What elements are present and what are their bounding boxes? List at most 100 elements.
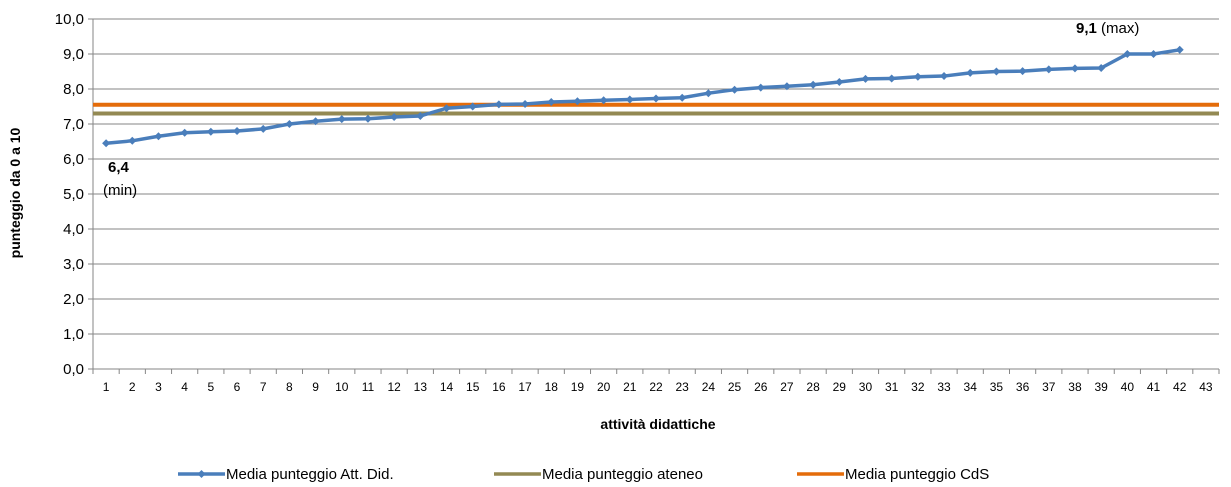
x-tick-label: 7: [260, 380, 267, 394]
data-point: [102, 139, 111, 148]
x-tick-label: 9: [312, 380, 319, 394]
x-tick-label: 8: [286, 380, 293, 394]
x-tick-label: 42: [1173, 380, 1187, 394]
x-tick-label: 23: [676, 380, 690, 394]
x-tick-label: 27: [780, 380, 794, 394]
x-tick-label: 28: [806, 380, 820, 394]
x-tick-label: 25: [728, 380, 742, 394]
data-point: [468, 102, 477, 111]
x-tick-label: 14: [440, 380, 454, 394]
x-tick-label: 6: [234, 380, 241, 394]
data-point: [887, 74, 896, 83]
x-tick-label: 15: [466, 380, 480, 394]
x-tick-label: 34: [964, 380, 978, 394]
y-tick-label: 3,0: [63, 256, 84, 273]
y-tick-labels: 0,0 1,0 2,0 3,0 4,0 5,0 6,0 7,0 8,0 9,0 10,0: [55, 11, 84, 378]
data-point: [521, 100, 530, 109]
x-tick-label: 21: [623, 380, 637, 394]
x-tick-label: 5: [207, 380, 214, 394]
x-tick-label: 18: [545, 380, 559, 394]
y-tick-label: 5,0: [63, 186, 84, 203]
x-tick-label: 3: [155, 380, 162, 394]
data-point: [1149, 50, 1158, 58]
data-point: [1097, 64, 1106, 72]
data-point: [311, 117, 320, 126]
data-point: [285, 120, 294, 128]
annotation-min-label: (min): [103, 182, 137, 199]
legend-label-cds: Media punteggio CdS: [845, 466, 989, 483]
x-tick-label: 4: [181, 380, 188, 394]
x-tick-label: 26: [754, 380, 768, 394]
y-tick-label: 1,0: [63, 326, 84, 343]
data-point: [128, 136, 137, 145]
x-tick-label: 12: [387, 380, 401, 394]
x-tick-label: 35: [990, 380, 1004, 394]
axes: [88, 18, 1220, 374]
x-tick-label: 32: [911, 380, 925, 394]
x-tick-label: 1: [103, 380, 110, 394]
x-tick-label: 19: [571, 380, 585, 394]
data-point: [913, 72, 922, 81]
x-tick-label: 33: [937, 380, 951, 394]
data-point: [782, 82, 791, 91]
annotation-max-value: 9,1: [1076, 20, 1097, 37]
y-tick-label: 4,0: [63, 221, 84, 238]
annotation-max: 9,1 (max): [1076, 20, 1139, 37]
y-tick-label: 0,0: [63, 361, 84, 378]
annotation-min-value: 6,4: [108, 159, 130, 176]
data-point: [861, 74, 870, 83]
legend-item-att-did: Media punteggio Att. Did.: [178, 466, 394, 483]
x-tick-label: 30: [859, 380, 873, 394]
y-tick-label: 6,0: [63, 151, 84, 168]
data-point: [1123, 50, 1132, 58]
x-tick-label: 37: [1042, 380, 1056, 394]
data-point: [652, 94, 660, 103]
x-tick-label: 40: [1121, 380, 1135, 394]
x-tick-label: 29: [833, 380, 847, 394]
legend-label-att-did: Media punteggio Att. Did.: [226, 466, 394, 483]
data-point: [625, 95, 634, 104]
data-point: [835, 78, 844, 86]
data-point: [573, 97, 582, 106]
data-point: [599, 96, 608, 105]
data-point: [730, 85, 739, 94]
data-point: [966, 68, 975, 77]
x-tick-label: 24: [702, 380, 716, 394]
x-axis-title: attività didattiche: [600, 416, 715, 432]
data-point: [442, 104, 451, 113]
x-tick-label: 39: [1094, 380, 1108, 394]
data-point: [390, 113, 399, 121]
data-point: [494, 100, 503, 109]
x-tick-label: 31: [885, 380, 899, 394]
data-point: [1175, 45, 1184, 54]
data-point: [206, 127, 215, 136]
x-tick-label: 22: [649, 380, 663, 394]
x-tick-label: 16: [492, 380, 506, 394]
x-tick-label: 36: [1016, 380, 1030, 394]
x-tick-labels: 1 2 3 4 5 6 7 8 9 10 11 12 13 14 15 16 17 18 19 20 21 22 23 24 2…: [103, 380, 1213, 394]
data-point: [940, 72, 949, 81]
data-point: [547, 97, 556, 106]
legend-marker-att-did: [197, 470, 206, 478]
x-tick-label: 11: [362, 380, 375, 394]
legend: Media punteggio Att. Did. Media punteggi…: [178, 466, 989, 483]
y-axis-title: punteggio da 0 a 10: [7, 127, 23, 258]
data-point: [337, 115, 346, 124]
data-point: [233, 127, 242, 135]
x-tick-label: 13: [414, 380, 428, 394]
y-tick-label: 7,0: [63, 116, 84, 133]
y-tick-label: 9,0: [63, 46, 84, 63]
series-line-att-did: [105, 48, 1180, 145]
x-tick-label: 41: [1147, 380, 1161, 394]
x-tick-label: 17: [518, 380, 532, 394]
data-point: [704, 89, 713, 98]
legend-label-ateneo: Media punteggio ateneo: [542, 466, 703, 483]
data-point: [678, 93, 687, 102]
data-point: [1070, 64, 1079, 73]
data-point: [1018, 67, 1027, 76]
data-point: [416, 111, 425, 120]
series-lines: [93, 45, 1219, 148]
y-tick-label: 2,0: [63, 291, 84, 308]
y-tick-label: 10,0: [55, 11, 84, 28]
